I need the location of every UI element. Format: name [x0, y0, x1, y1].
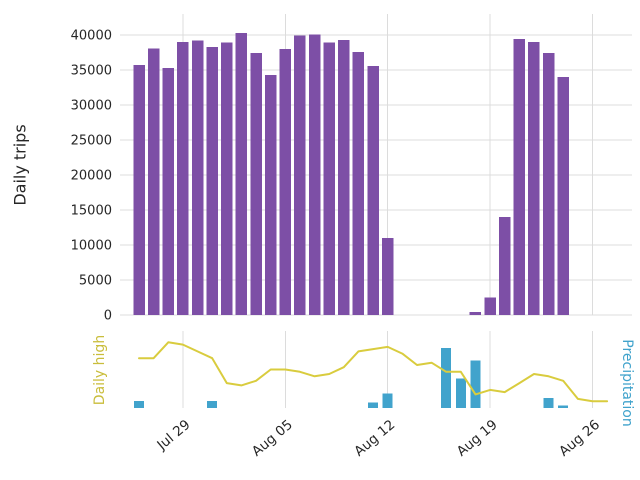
- precipitation-bar: [207, 401, 218, 408]
- precipitation-bar: [470, 360, 481, 408]
- trip-bar: [469, 312, 482, 315]
- precipitation-bar: [368, 402, 379, 408]
- trip-bar: [250, 53, 262, 315]
- trip-bar: [352, 51, 365, 316]
- trip-bar: [338, 39, 350, 316]
- y-tick-label: 25000: [71, 134, 112, 149]
- trip-bar: [264, 74, 277, 316]
- precipitation-bar: [455, 378, 466, 408]
- trip-bar: [206, 46, 218, 316]
- y-axis-label-precipitation: Precipitation: [619, 339, 635, 427]
- x-tick-label: Aug 12: [351, 417, 398, 460]
- x-tick-label: Aug 19: [454, 417, 501, 460]
- daily-trips-bars: [133, 32, 569, 316]
- y-tick-label: 20000: [71, 169, 112, 184]
- y-tick-label: 35000: [71, 64, 112, 79]
- trip-bar: [513, 39, 526, 315]
- x-tick-label: Aug 05: [249, 417, 296, 460]
- trip-bar: [528, 42, 540, 315]
- x-tick-label: Aug 26: [556, 417, 603, 460]
- y-axis-label-daily-trips: Daily trips: [10, 124, 30, 206]
- trip-bar: [221, 42, 233, 315]
- trip-bar: [323, 42, 335, 315]
- trip-bar: [177, 42, 189, 315]
- precipitation-bar: [558, 405, 569, 408]
- trip-bar: [235, 32, 248, 316]
- trip-bar: [308, 34, 321, 316]
- trip-bar: [367, 65, 379, 315]
- y-tick-label: 40000: [71, 29, 112, 44]
- trip-bar: [557, 77, 569, 315]
- precipitation-bar: [382, 393, 393, 408]
- trip-bar: [133, 65, 145, 315]
- precipitation-bar: [543, 398, 554, 408]
- y-tick-label: 10000: [71, 239, 112, 254]
- trip-bar: [381, 238, 394, 315]
- trip-bar: [147, 48, 160, 316]
- x-tick-labels: Jul 29 Aug 05 Aug 12 Aug 19 Aug 26: [153, 417, 603, 460]
- y-tick-labels: 0 5000 10000 15000 20000 25000 30000 35000 40000: [71, 29, 112, 324]
- precipitation-bars: [134, 348, 569, 408]
- y-axis-label-daily-high: Daily high: [92, 334, 108, 406]
- trip-bar: [498, 217, 511, 315]
- trip-bar: [279, 49, 292, 315]
- y-tick-label: 0: [104, 309, 112, 324]
- trip-bar: [542, 53, 555, 315]
- precipitation-bar: [134, 401, 145, 408]
- x-tick-label: Jul 29: [153, 417, 193, 454]
- daily-high-line: [138, 341, 609, 403]
- trip-bar: [191, 40, 204, 315]
- precipitation-bar: [441, 348, 452, 408]
- y-tick-label: 30000: [71, 99, 112, 114]
- trip-bar: [484, 297, 496, 315]
- y-tick-label: 15000: [71, 204, 112, 219]
- trip-bar: [294, 35, 306, 315]
- y-tick-label: 5000: [79, 274, 112, 289]
- trip-bar: [162, 67, 175, 316]
